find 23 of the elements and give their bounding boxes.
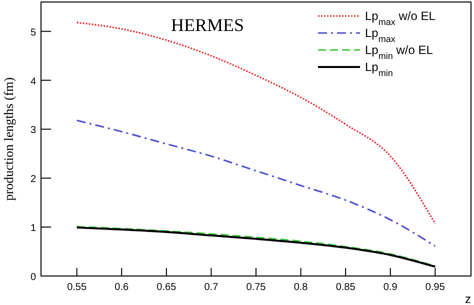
y-tick-label: 0 bbox=[30, 272, 36, 283]
x-tick-label: 0.8 bbox=[294, 282, 308, 293]
y-tick-label: 5 bbox=[30, 27, 36, 38]
x-tick-label: 0.75 bbox=[246, 282, 266, 293]
x-tick-label: 0.85 bbox=[336, 282, 356, 293]
line-series bbox=[76, 120, 436, 247]
x-tick-label: 0.9 bbox=[383, 282, 398, 293]
x-tick-label: 0.6 bbox=[114, 282, 130, 293]
x-tick-label: 0.7 bbox=[204, 282, 219, 293]
x-tick-label: 0.55 bbox=[67, 282, 87, 293]
x-tick-label: 0.65 bbox=[156, 282, 177, 293]
legend-label: Lp$_{max}$ bbox=[365, 26, 396, 44]
x-tick-label: 0.95 bbox=[425, 282, 446, 293]
y-tick-label: 3 bbox=[30, 125, 36, 136]
x-axis-title: z bbox=[465, 292, 471, 305]
annotation: HERMES bbox=[171, 15, 244, 35]
y-axis-title: production lengths (fm) bbox=[1, 77, 16, 201]
legend-label: Lp$_{min}$ w/o EL bbox=[365, 43, 434, 61]
y-tick-label: 2 bbox=[30, 174, 36, 186]
legend-label: Lp$_{max}$ w/o EL bbox=[365, 9, 436, 27]
y-tick-label: 1 bbox=[30, 223, 36, 234]
y-tick-label: 4 bbox=[30, 76, 36, 88]
legend-label: Lp$_{min}$ bbox=[365, 60, 393, 78]
